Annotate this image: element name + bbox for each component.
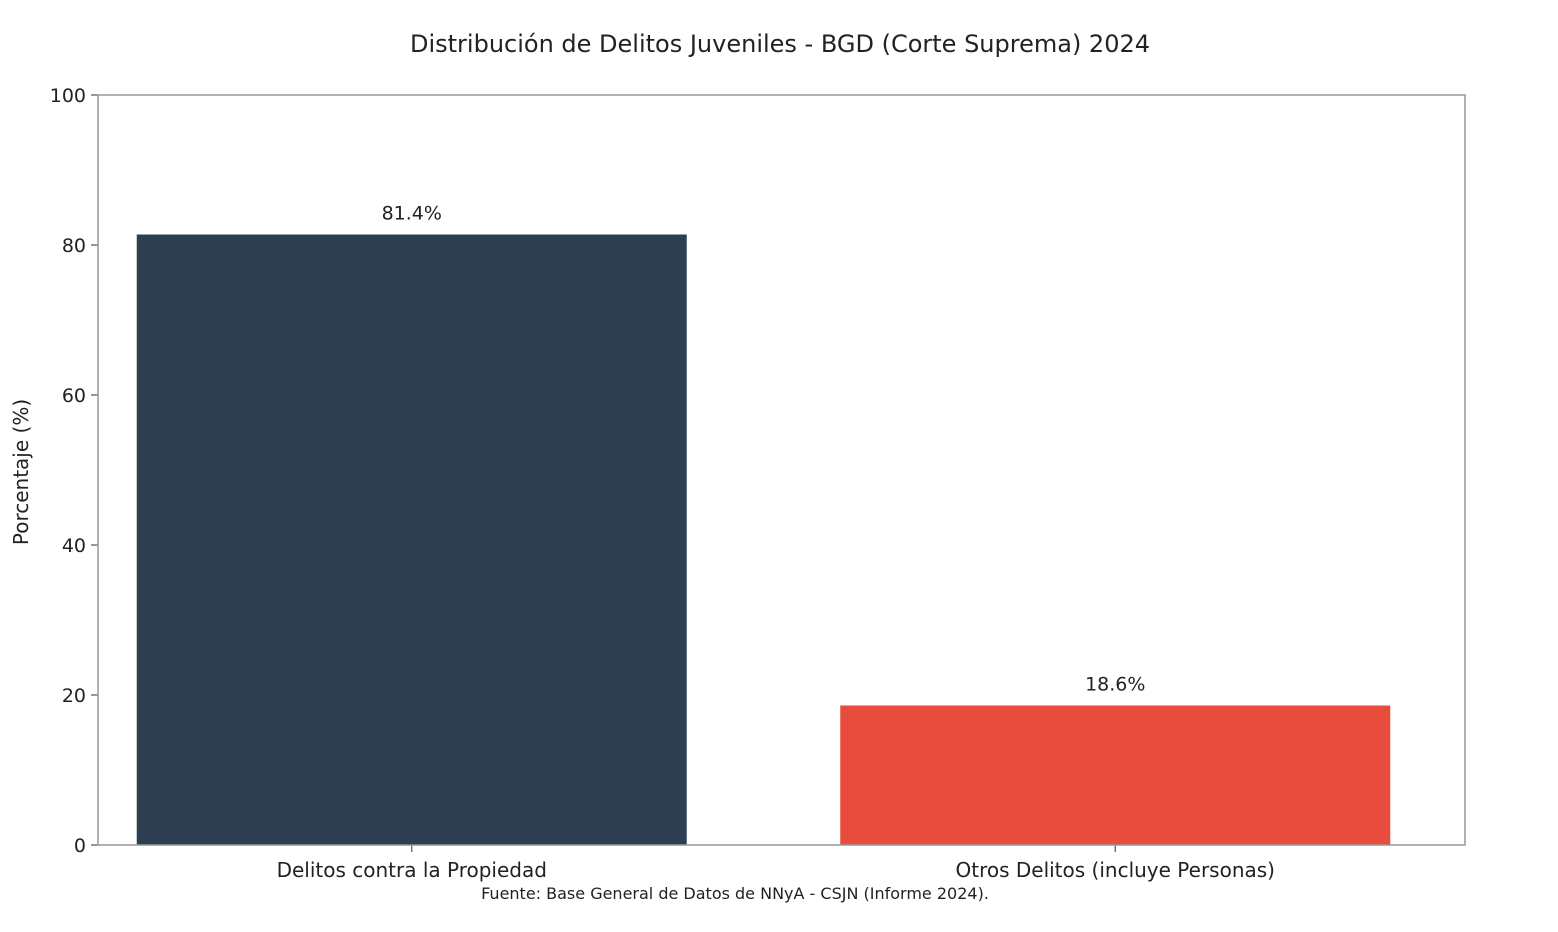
bar-value-label: 18.6%	[1085, 674, 1145, 696]
bar-2	[840, 705, 1391, 845]
y-tick-label: 100	[50, 85, 86, 107]
bar-value-label: 81.4%	[382, 203, 442, 225]
y-tick-label: 60	[62, 385, 86, 407]
x-axis-ticks: Delitos contra la Propiedad Otros Delitos…	[277, 845, 1275, 882]
y-tick-label: 80	[62, 235, 86, 257]
bars	[136, 234, 1391, 845]
x-tick-label: Otros Delitos (incluye Personas)	[955, 858, 1275, 882]
value-labels: 81.4% 18.6%	[382, 203, 1146, 696]
y-axis-label: Porcentaje (%)	[9, 399, 33, 545]
x-tick-label: Delitos contra la Propiedad	[277, 858, 547, 882]
source-note: Fuente: Base General de Datos de NNyA - …	[481, 884, 989, 903]
y-tick-label: 40	[62, 535, 86, 557]
plot-frame	[97, 94, 1466, 846]
bar-1	[136, 234, 687, 845]
y-tick-label: 0	[74, 835, 86, 857]
y-axis-ticks: 0 20 40 60 80 100	[50, 85, 98, 857]
chart-title: Distribución de Delitos Juveniles - BGD …	[410, 30, 1150, 58]
y-tick-label: 20	[62, 685, 86, 707]
